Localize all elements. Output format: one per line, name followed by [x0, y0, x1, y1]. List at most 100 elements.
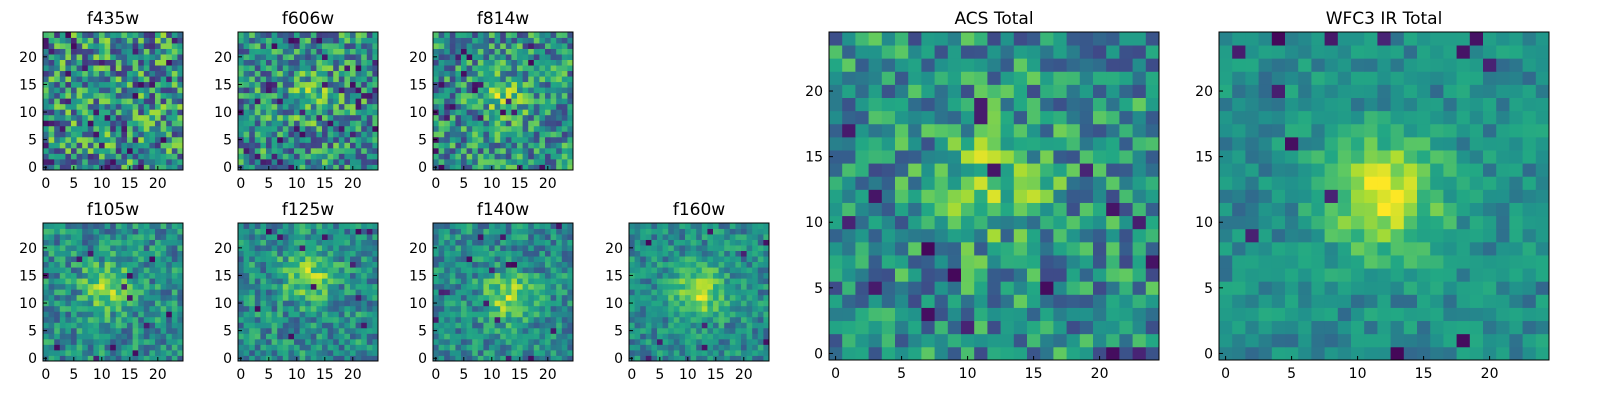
heatmap-cell [59, 283, 66, 290]
heatmap-cell [132, 81, 139, 88]
heatmap-cell [110, 164, 117, 171]
heatmap-cell [685, 289, 691, 296]
heatmap-cell [1027, 150, 1041, 164]
heatmap-cell [545, 92, 551, 99]
heatmap-cell [99, 272, 105, 279]
heatmap-cell [121, 283, 128, 290]
heatmap-cell [138, 245, 145, 251]
heatmap-cell [735, 250, 742, 257]
heatmap-cell [54, 158, 61, 165]
heatmap-cell [110, 48, 117, 55]
heatmap-cell [545, 109, 551, 116]
heatmap-cell [1119, 346, 1133, 361]
heatmap-cell [110, 234, 117, 240]
heatmap-cell [494, 114, 501, 121]
heatmap-cell [316, 120, 323, 127]
heatmap-cell [741, 250, 747, 257]
heatmap-cell [166, 223, 173, 229]
heatmap-cell [238, 250, 244, 257]
x-tick-label: 10 [483, 176, 501, 192]
x-tick-label: 20 [344, 367, 362, 383]
heatmap-cell [645, 245, 652, 251]
heatmap-cell [455, 267, 462, 274]
heatmap-cell [494, 322, 501, 329]
heatmap-cell [177, 267, 184, 274]
heatmap-cell [987, 255, 1001, 269]
heatmap-cell [355, 327, 362, 334]
heatmap-cell [333, 147, 340, 154]
heatmap-cell [556, 65, 563, 72]
heatmap-cell [149, 256, 156, 263]
heatmap-cell [282, 37, 289, 44]
heatmap-cell [238, 120, 244, 127]
heatmap-cell [310, 349, 317, 356]
heatmap-cell [322, 153, 328, 160]
heatmap-cell [254, 32, 261, 38]
heatmap-cell [333, 43, 340, 49]
heatmap-cell [567, 305, 574, 312]
heatmap-cell [54, 355, 61, 362]
heatmap-cell [634, 272, 641, 279]
heatmap-cell [254, 153, 261, 160]
heatmap-cell [350, 338, 356, 345]
heatmap-cell [238, 338, 244, 345]
heatmap-cell [679, 239, 686, 246]
heatmap-cell [556, 289, 563, 296]
heatmap-cell [305, 278, 312, 285]
heatmap-cell [517, 37, 523, 44]
heatmap-cell [149, 48, 156, 55]
heatmap-cell [327, 136, 334, 143]
heatmap-cell [561, 153, 568, 160]
panel-title: f435w [87, 9, 139, 29]
heatmap-cell [110, 333, 117, 340]
heatmap-cell [344, 327, 351, 334]
heatmap-cell [160, 228, 167, 235]
heatmap-cell [344, 272, 351, 279]
heatmap-cell [1132, 346, 1147, 361]
heatmap-cell [651, 327, 658, 334]
heatmap-cell [556, 261, 563, 268]
heatmap-cell [947, 268, 962, 282]
heatmap-cell [110, 147, 117, 154]
heatmap-cell [489, 333, 495, 340]
heatmap-cell [277, 37, 284, 44]
heatmap-cell [121, 289, 128, 296]
heatmap-cell [155, 267, 161, 274]
heatmap-cell [138, 283, 145, 290]
heatmap-cell [477, 109, 484, 116]
heatmap-cell [679, 245, 686, 251]
heatmap-cell [355, 32, 362, 38]
heatmap-cell [539, 103, 546, 110]
heatmap-cell [344, 114, 351, 121]
heatmap-cell [160, 65, 167, 72]
heatmap-cell [1106, 202, 1120, 217]
heatmap-cell [741, 245, 747, 251]
heatmap-cell [288, 153, 295, 160]
heatmap-cell [757, 349, 764, 356]
heatmap-cell [921, 215, 935, 230]
heatmap-cell [143, 300, 150, 307]
heatmap-cell [366, 164, 373, 171]
heatmap-cell [160, 125, 167, 132]
heatmap-cell [127, 76, 133, 83]
heatmap-cell [735, 272, 742, 279]
heatmap-cell [138, 289, 145, 296]
heatmap-cell [344, 305, 351, 312]
heatmap-cell [489, 114, 495, 121]
heatmap-cell [921, 268, 935, 282]
heatmap-cell [238, 344, 244, 351]
heatmap-cell [533, 37, 540, 44]
heatmap-cell [260, 322, 267, 329]
heatmap-cell [550, 234, 557, 240]
x-tick-label: 5 [459, 176, 468, 192]
heatmap-cell [260, 272, 267, 279]
heatmap-cell [65, 228, 72, 235]
heatmap-cell [177, 81, 184, 88]
heatmap-cell [685, 333, 691, 340]
heatmap-cell [59, 120, 66, 127]
heatmap-cell [87, 239, 94, 246]
heatmap-cell [517, 261, 523, 268]
heatmap-cell [433, 92, 439, 99]
heatmap-cell [249, 59, 256, 66]
